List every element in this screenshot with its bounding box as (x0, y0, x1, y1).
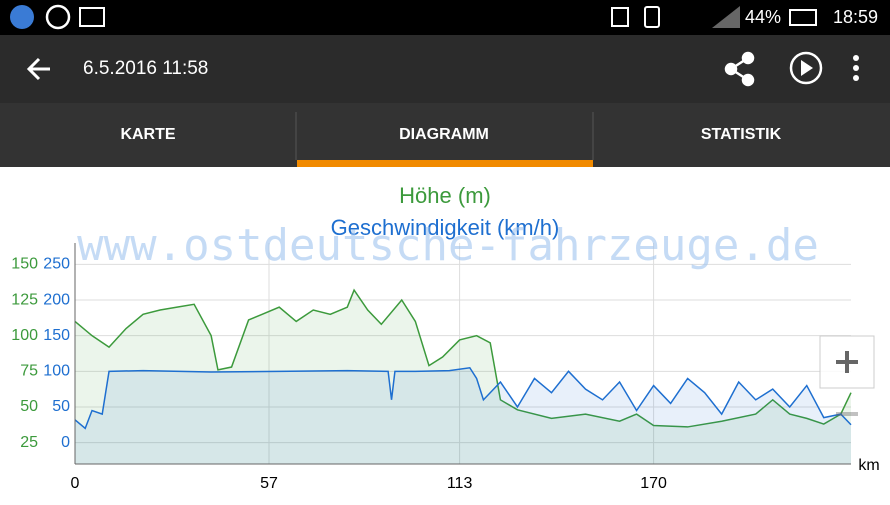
series-line (74, 288, 852, 428)
y2-tick-label: 100 (43, 363, 70, 380)
x-tick-label: 0 (71, 475, 80, 492)
tab-active[interactable]: DIAGRAMM (399, 126, 489, 143)
signal-icon (712, 6, 740, 28)
battery-icon (789, 9, 817, 26)
chart-area (0, 167, 890, 500)
y2-tick-label: 0 (61, 434, 70, 451)
tab-bar (0, 103, 890, 167)
nfc-icon (611, 7, 629, 27)
y2-tick-label: 200 (43, 291, 70, 308)
app-bar (0, 35, 890, 103)
app-title: 6.5.2016 11:58 (83, 58, 208, 79)
menu-button[interactable] (853, 55, 859, 81)
whatsapp-icon (45, 4, 71, 30)
y-tick-label: 25 (20, 434, 38, 451)
zoom-in-button[interactable] (819, 335, 875, 389)
y-tick-label: 125 (11, 291, 38, 308)
app-icon (10, 5, 34, 29)
x-tick-label: 113 (447, 475, 473, 492)
series-line (74, 366, 852, 430)
tab[interactable]: STATISTIK (701, 126, 782, 143)
area-fill (75, 367, 851, 464)
y2-tick-label: 50 (52, 398, 70, 415)
y2-tick-label: 150 (43, 327, 70, 344)
x-tick-label: 170 (640, 475, 667, 492)
vibrate-icon (644, 6, 660, 28)
y2-tick-label: 250 (43, 256, 70, 273)
y-tick-label: 150 (11, 256, 38, 273)
area-fill (75, 290, 851, 464)
y-tick-label: 75 (20, 363, 38, 380)
plot: 25 50 75 100 125 150 0 50 100 150 200 250 0 57 113 170 k… (11, 243, 880, 492)
status-bar (0, 0, 890, 35)
x-axis-label: km (858, 457, 879, 474)
chart-subtitle: Geschwindigkeit (km/h) (331, 215, 560, 240)
x-tick-label: 57 (260, 475, 278, 492)
battery-text: 44% (745, 7, 781, 27)
tab[interactable]: KARTE (120, 126, 175, 143)
share-button[interactable] (724, 51, 755, 87)
y-tick-label: 50 (20, 398, 38, 415)
image-icon (79, 7, 105, 27)
y-tick-label: 100 (11, 327, 38, 344)
watermark: www.ostdeutsche-fahrzeuge.de (77, 220, 819, 271)
chart-title: Höhe (m) (399, 183, 491, 208)
back-button[interactable] (26, 57, 50, 81)
clock: 18:59 (833, 7, 878, 27)
play-button[interactable] (789, 51, 823, 85)
tab-indicator (297, 160, 593, 167)
